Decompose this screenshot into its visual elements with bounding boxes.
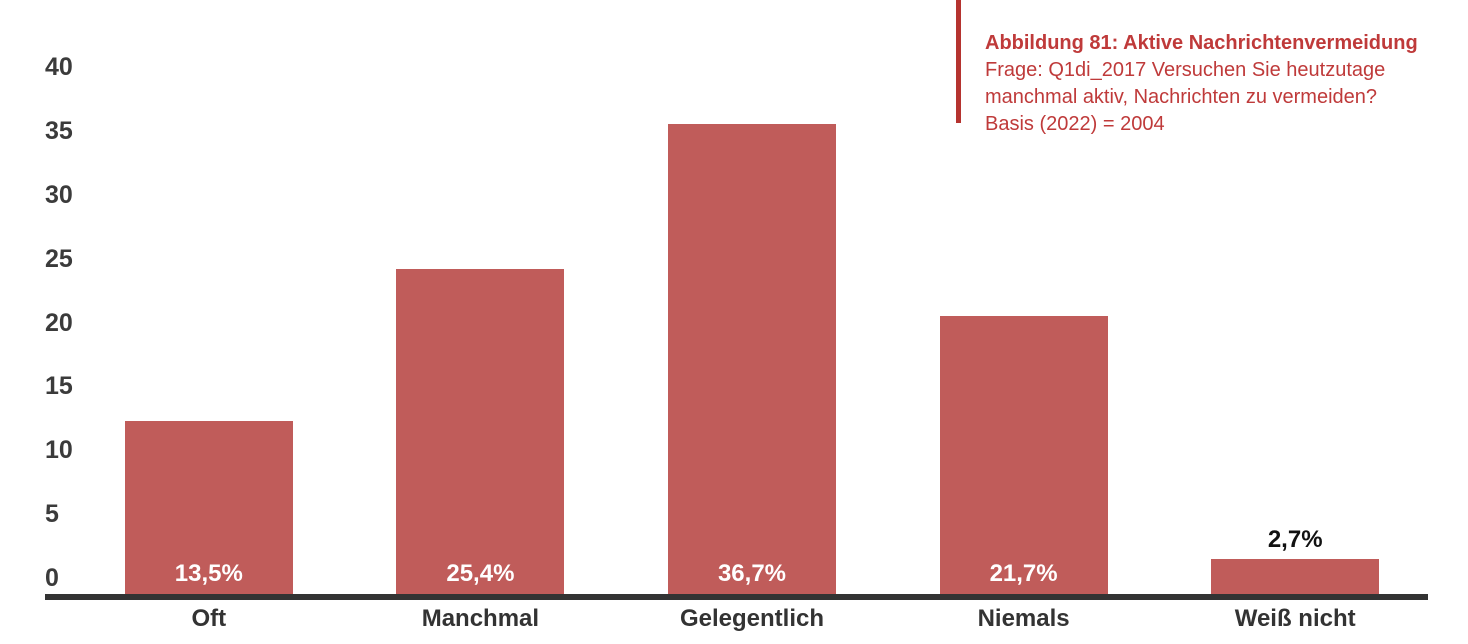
bar-Gelegentlich: 36,7% [667, 124, 836, 594]
bar-Weiß nicht: 2,7% [1211, 526, 1380, 594]
y-tick-label-0: 0 [45, 564, 59, 592]
y-tick-label-10: 10 [45, 436, 73, 465]
bar-slot-Gelegentlich: 36,7% [616, 82, 888, 594]
bar-Manchmal: 25,4% [396, 269, 565, 594]
bar-Niemals: 21,7% [939, 316, 1108, 594]
y-tick-label-20: 20 [45, 308, 73, 337]
bar-slot-Niemals: 21,7% [888, 82, 1160, 594]
x-axis-label-Gelegentlich: Gelegentlich [679, 605, 824, 632]
bar-value-label-Oft: 13,5% [174, 560, 243, 587]
bar-slot-Oft: 13,5% [73, 82, 345, 594]
x-axis-label-Oft: Oft [191, 605, 227, 632]
x-axis-label-Manchmal: Manchmal [421, 605, 540, 632]
bar-slot-Manchmal: 25,4% [345, 82, 617, 594]
bar-Oft: 13,5% [124, 421, 293, 594]
y-tick-label-15: 15 [45, 372, 73, 401]
x-axis-label-Niemals: Niemals [977, 605, 1070, 632]
bar-slot-Weiß nicht: 2,7% [1159, 82, 1431, 594]
y-tick-label-30: 30 [45, 180, 73, 209]
y-tick-label-35: 35 [45, 116, 73, 145]
annotation-text-block: Abbildung 81: Aktive Nachrichtenvermeidu… [985, 30, 1468, 138]
figure-question-line-2: manchmal aktiv, Nachrichten zu vermeiden… [985, 86, 1378, 108]
figure-question-line-1: Frage: Q1di_2017 Versuchen Sie heutzutag… [985, 59, 1386, 81]
y-tick-label-40: 40 [45, 53, 73, 81]
figure-basis: Basis (2022) = 2004 [985, 113, 1165, 135]
figure-title: Abbildung 81: Aktive Nachrichtenvermeidu… [985, 32, 1418, 54]
y-tick-label-5: 5 [45, 500, 59, 529]
x-axis-line [45, 594, 1428, 600]
annotation-accent-line [956, 0, 961, 123]
bar-value-label-Manchmal: 25,4% [446, 560, 515, 587]
bar-value-label-Niemals: 21,7% [989, 560, 1058, 587]
bar-value-label-Weiß nicht: 2,7% [1267, 526, 1323, 553]
x-axis-label-Weiß nicht: Weiß nicht [1234, 605, 1356, 632]
y-tick-label-25: 25 [45, 244, 73, 273]
bar-value-label-Gelegentlich: 36,7% [717, 560, 787, 587]
